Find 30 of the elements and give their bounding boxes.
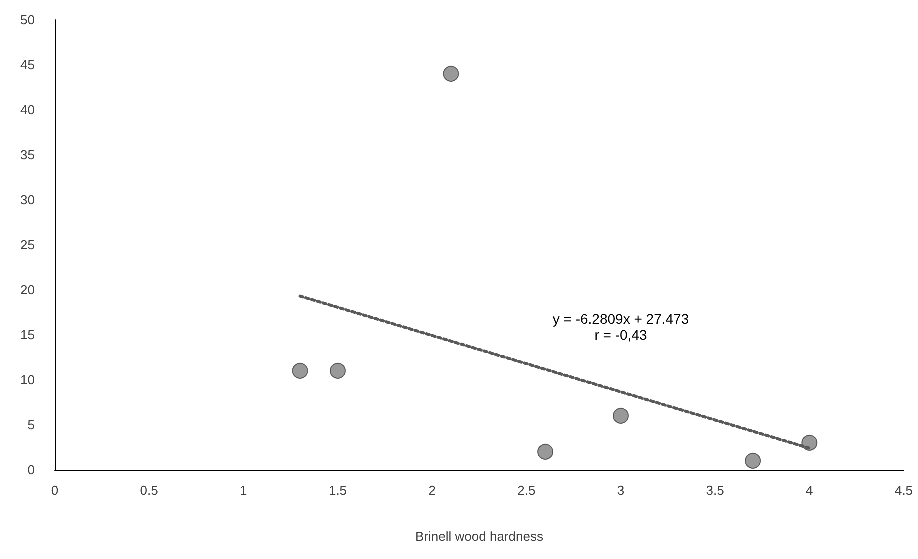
y-tick-label: 40 [20, 102, 35, 118]
y-tick-label: 20 [20, 282, 35, 298]
x-tick-label: 2 [428, 483, 436, 498]
y-tick-label: 35 [20, 148, 35, 162]
point [745, 453, 762, 469]
y-tick-label: 5 [28, 418, 35, 432]
x-tick-label: 3 [617, 483, 625, 498]
x-tick-label: 2.5 [518, 483, 536, 498]
y-tick-label: 25 [20, 238, 35, 252]
point [443, 66, 460, 82]
point [292, 363, 308, 379]
y-tick-label: 15 [20, 328, 35, 342]
x-tick-label: 4.5 [894, 483, 914, 498]
x-tick-label: 1 [240, 483, 248, 498]
y-tick-label: 10 [20, 372, 35, 388]
point [613, 408, 629, 424]
point [538, 444, 554, 460]
point [330, 363, 346, 379]
x-tick-label: 1.5 [328, 483, 348, 498]
y-tick-label: 50 [20, 12, 35, 28]
y-tick-label: 45 [20, 58, 35, 72]
annotation: r = -0,43 [594, 327, 648, 343]
x-tick-label: 0.5 [140, 483, 158, 498]
x-axis-title: Brinell wood hardness [416, 529, 544, 544]
x-tick-label: 0 [51, 483, 59, 498]
y-tick-label: 0 [28, 462, 35, 478]
annotation: y = -6.2809x + 27.473 [552, 311, 690, 327]
x-tick-label: 4 [806, 483, 814, 498]
x-tick-label: 3.5 [706, 483, 724, 498]
y-tick-label: 30 [20, 192, 35, 208]
